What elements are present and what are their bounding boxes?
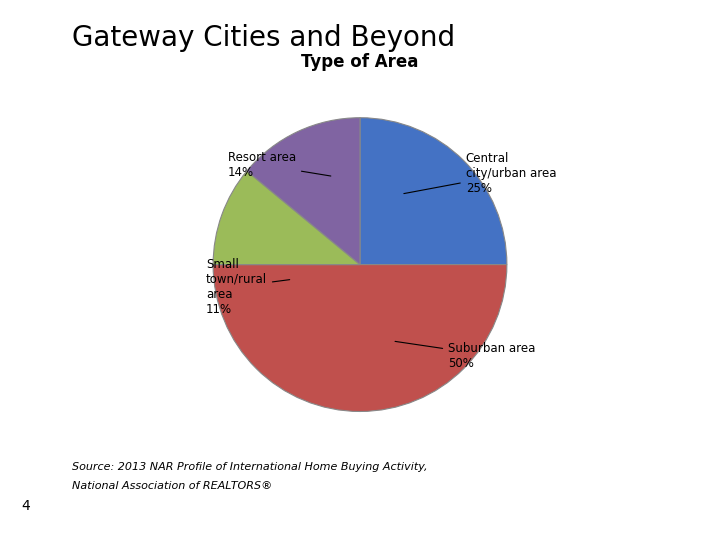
Text: National Association of REALTORS®: National Association of REALTORS® [72,481,272,491]
Text: Small
town/rural
area
11%: Small town/rural area 11% [206,258,289,316]
Text: Source: 2013 NAR Profile of International Home Buying Activity,: Source: 2013 NAR Profile of Internationa… [72,462,428,472]
Text: Central
city/urban area
25%: Central city/urban area 25% [404,152,557,195]
Wedge shape [360,118,507,265]
Text: Gateway Cities and Beyond: Gateway Cities and Beyond [72,24,455,52]
Wedge shape [247,118,360,265]
Title: Type of Area: Type of Area [301,53,419,71]
Wedge shape [213,265,507,411]
Text: Resort area
14%: Resort area 14% [228,151,330,179]
Wedge shape [213,171,360,265]
Text: 4: 4 [22,500,30,514]
Text: Suburban area
50%: Suburban area 50% [395,341,536,370]
